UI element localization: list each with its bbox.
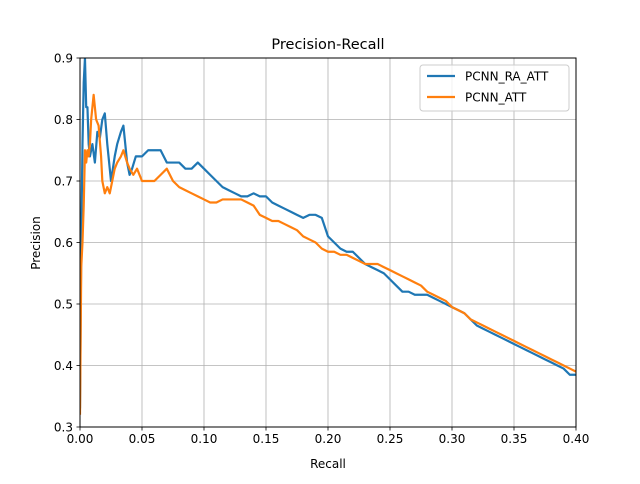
y-tick-label: 0.7	[54, 174, 73, 188]
y-axis-label: Precision	[29, 216, 43, 270]
chart-title: Precision-Recall	[271, 37, 384, 53]
series-line-pcnn-att	[80, 93, 576, 415]
x-tick-label: 0.30	[439, 432, 466, 446]
x-tick-label: 0.05	[129, 432, 156, 446]
x-tick-label: 0.20	[315, 432, 342, 446]
legend: PCNN_RA_ATT PCNN_ATT	[419, 64, 570, 112]
y-tick-label: 0.8	[54, 113, 73, 127]
x-tick-label: 0.40	[563, 432, 590, 446]
y-tick-label: 0.3	[54, 420, 73, 434]
x-axis-label: Recall	[310, 457, 346, 471]
x-tick-label: 0.00	[67, 432, 94, 446]
y-tick-label: 0.5	[54, 297, 73, 311]
y-tick-label: 0.4	[54, 359, 73, 373]
x-tick-label: 0.10	[191, 432, 218, 446]
series-line-pcnn-ra-att	[80, 58, 576, 409]
series-lines	[80, 58, 576, 415]
legend-label-pcnn-ra-att: PCNN_RA_ATT	[465, 70, 549, 84]
y-tick-label: 0.6	[54, 236, 73, 250]
x-tick-label: 0.15	[253, 432, 280, 446]
legend-box	[419, 64, 570, 112]
y-tick-label: 0.9	[54, 51, 73, 65]
axis-ticks: 0.00 0.05 0.10 0.15 0.20 0.25 0.30 0.35 0.40 0.3 0…	[54, 51, 589, 446]
legend-label-pcnn-att: PCNN_ATT	[465, 91, 527, 105]
x-tick-label: 0.35	[501, 432, 528, 446]
x-tick-label: 0.25	[377, 432, 404, 446]
